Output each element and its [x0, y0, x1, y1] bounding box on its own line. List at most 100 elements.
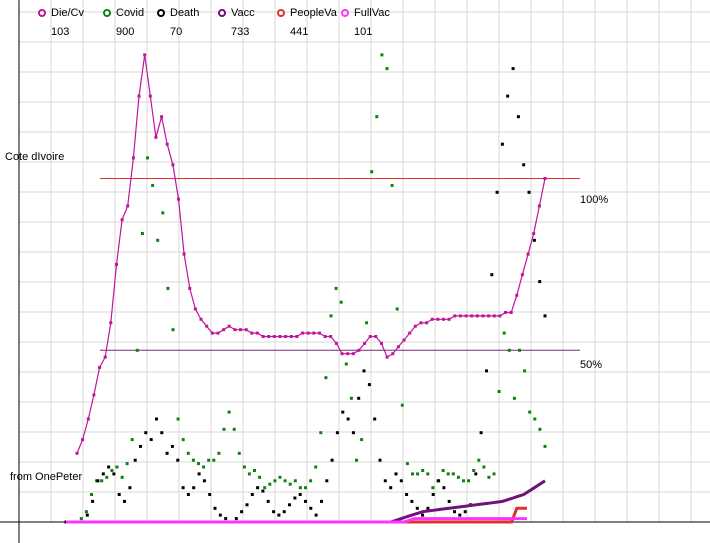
data-point: [389, 486, 393, 490]
data-point: [479, 431, 483, 435]
data-point: [144, 431, 148, 435]
legend-value: 733: [231, 26, 250, 38]
data-point: [481, 314, 485, 318]
data-point: [84, 510, 88, 514]
data-point: [212, 458, 216, 462]
data-point: [339, 300, 343, 304]
data-point: [75, 451, 79, 455]
data-point: [451, 472, 455, 476]
data-point: [437, 479, 441, 483]
data-point: [408, 331, 412, 335]
data-point: [319, 431, 323, 435]
data-point: [250, 331, 254, 335]
legend-marker-icon: [341, 9, 349, 17]
legend-value: 70: [170, 26, 183, 38]
data-point: [250, 493, 254, 496]
data-point: [309, 506, 313, 510]
data-point: [253, 469, 256, 472]
data-point: [527, 190, 531, 194]
data-point: [362, 369, 366, 373]
data-point: [495, 190, 499, 194]
data-point: [335, 431, 339, 435]
data-point: [133, 458, 137, 462]
data-point: [202, 479, 206, 483]
data-point: [140, 232, 144, 235]
data-point: [487, 475, 491, 479]
data-point: [237, 451, 241, 455]
data-point: [79, 517, 83, 521]
data-point: [277, 513, 281, 517]
data-point: [156, 238, 160, 242]
grid-lines: [19, 0, 710, 522]
legend: Die/Cv 103 Covid 900 Death 70 Vacc 733 PeopleVa 4…: [0, 0, 420, 40]
data-point: [91, 499, 95, 503]
data-point: [255, 331, 259, 335]
data-point: [123, 499, 126, 503]
series-line: [66, 517, 527, 524]
data-point: [205, 324, 209, 328]
data-point: [170, 444, 174, 448]
data-point: [117, 493, 121, 496]
data-point: [446, 472, 450, 476]
data-point: [115, 262, 118, 266]
data-point: [120, 475, 124, 479]
data-point: [399, 479, 403, 483]
data-point: [344, 362, 348, 366]
data-point: [487, 314, 491, 318]
legend-marker-icon: [218, 9, 226, 17]
data-point: [247, 472, 251, 476]
data-point: [154, 135, 158, 139]
data-point: [242, 465, 246, 469]
data-point: [208, 493, 212, 496]
data-point: [92, 393, 96, 397]
data-point: [518, 348, 521, 352]
data-point: [365, 321, 369, 325]
data-point: [329, 335, 333, 338]
data-point: [441, 469, 445, 472]
data-point: [90, 493, 93, 496]
data-point: [334, 341, 338, 345]
data-point: [120, 218, 124, 222]
data-point: [415, 506, 419, 510]
data-point: [507, 348, 511, 352]
data-point: [504, 311, 507, 314]
data-point: [526, 252, 530, 256]
data-point: [298, 486, 302, 490]
data-point: [288, 503, 291, 507]
data-point: [110, 469, 114, 472]
data-point: [125, 462, 129, 466]
data-point: [216, 331, 220, 335]
data-point: [139, 444, 142, 448]
data-point: [171, 163, 175, 167]
data-point: [458, 314, 462, 318]
legend-name: PeopleVa: [290, 7, 337, 19]
data-point: [373, 417, 377, 421]
data-point: [101, 472, 105, 476]
data-point: [538, 427, 542, 431]
data-point: [272, 510, 276, 514]
data-point: [411, 472, 414, 476]
data-point: [436, 317, 440, 321]
legend-name: Die/Cv: [51, 7, 85, 19]
data-point: [474, 472, 478, 476]
data-point: [81, 438, 85, 442]
data-point: [492, 314, 496, 318]
data-point: [176, 458, 180, 462]
data-point: [148, 94, 152, 98]
data-point: [282, 510, 286, 514]
data-point: [447, 317, 451, 321]
data-point: [413, 324, 417, 328]
data-point: [86, 417, 90, 421]
data-point: [210, 331, 214, 335]
data-point: [261, 489, 265, 493]
data-point: [181, 486, 185, 490]
data-point: [293, 496, 297, 500]
data-point: [240, 510, 244, 514]
data-point: [105, 475, 109, 479]
data-point: [528, 410, 532, 414]
data-point: [351, 352, 355, 356]
data-point: [405, 462, 409, 466]
data-point: [266, 499, 270, 503]
data-point: [224, 517, 228, 521]
data-point: [430, 317, 434, 321]
